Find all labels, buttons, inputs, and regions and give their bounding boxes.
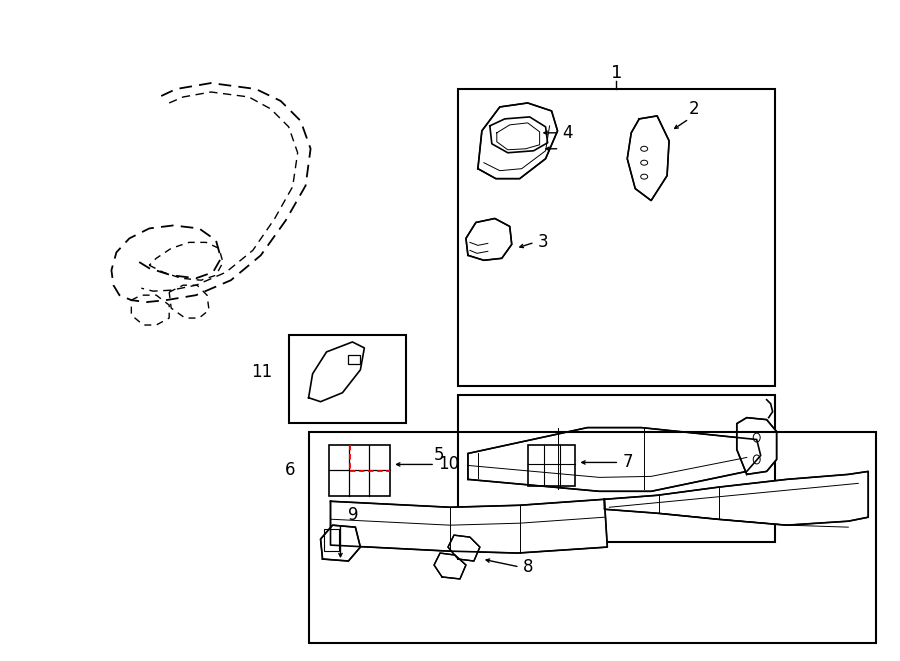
Polygon shape [448,535,480,561]
Bar [527,444,575,486]
Text: 3: 3 [537,233,548,251]
Polygon shape [604,471,868,525]
Text: 4: 4 [562,124,573,142]
Text: 2: 2 [689,100,699,118]
Polygon shape [320,525,360,561]
Bar [289,335,406,422]
Text: 11: 11 [251,363,273,381]
Text: 6: 6 [285,461,296,479]
Polygon shape [468,428,760,491]
Polygon shape [434,553,466,579]
Text: 8: 8 [523,558,533,576]
Text: 9: 9 [348,506,359,524]
Text: 1: 1 [610,64,622,82]
Polygon shape [478,103,557,178]
Text: 5: 5 [434,446,444,465]
Bar [458,395,775,542]
Polygon shape [737,418,777,475]
Text: 7: 7 [622,453,633,471]
Text: 10: 10 [438,455,459,473]
Bar [458,89,775,386]
Polygon shape [490,117,547,153]
Bar [309,432,877,642]
Polygon shape [627,116,669,200]
Polygon shape [330,499,608,553]
Bar [348,355,360,364]
Polygon shape [466,219,512,260]
Bar [323,529,339,551]
Bar [328,444,391,496]
